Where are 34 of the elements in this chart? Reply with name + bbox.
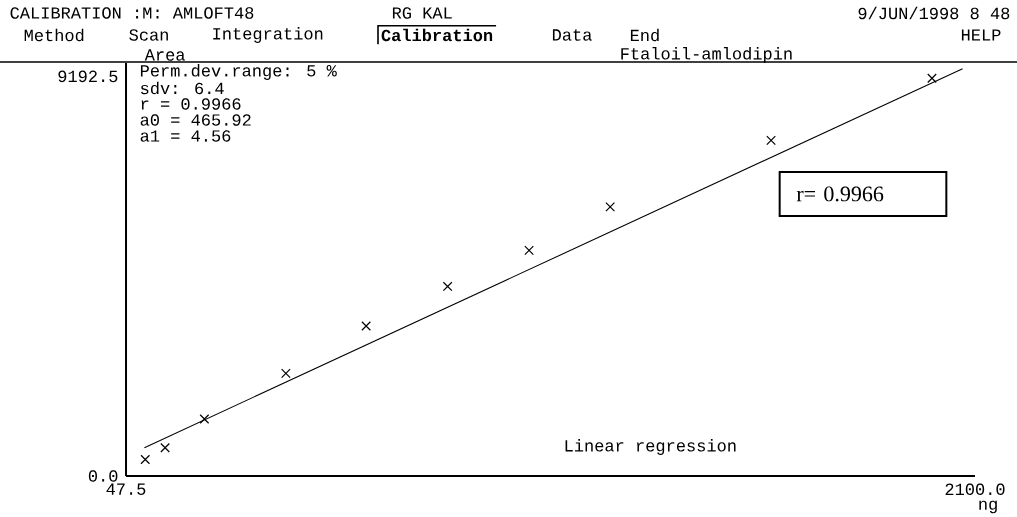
annotation: Perm.dev.range: 5 %: [140, 64, 337, 80]
text: HELP: [961, 29, 1001, 41]
x-axis-title: ng: [979, 500, 997, 514]
y-tick-label: 9192.5: [58, 70, 118, 83]
text: End: [630, 28, 659, 42]
annotation: Linear regression: [565, 439, 736, 455]
point: [281, 368, 291, 379]
text: CALIBRATION :M: AMLOFT48: [10, 7, 254, 19]
point: [160, 442, 170, 453]
text: RG KAL: [392, 7, 452, 19]
text: Data: [552, 29, 592, 41]
point: [524, 245, 534, 256]
y-axis-title: Area: [144, 49, 185, 61]
annotation: a0 = 465.92: [140, 114, 251, 126]
point: [927, 73, 937, 84]
point: [766, 135, 776, 146]
point: [140, 454, 151, 465]
x-tick-label: 47.5: [106, 483, 146, 495]
text: Scan: [129, 29, 168, 41]
point: [199, 414, 210, 424]
text: Calibration: [381, 28, 493, 42]
annotation: r = 0.9966: [141, 98, 241, 110]
point: [442, 281, 453, 292]
text: Integration: [213, 27, 323, 43]
chart-title: Ftaloil-amlodipin: [621, 47, 792, 63]
point: [361, 321, 371, 331]
text: 9/JUN/1998 8 48: [858, 6, 1010, 20]
x-tick-label: 2100.0: [945, 483, 1005, 496]
point: [605, 202, 616, 212]
y-tick-label: 0.0: [88, 470, 118, 482]
annotation: sdv: 6.4: [140, 81, 224, 95]
annotation: r= 0.9966: [796, 186, 884, 202]
annotation: a1 = 4.56: [140, 130, 231, 142]
text: Method: [24, 28, 84, 42]
